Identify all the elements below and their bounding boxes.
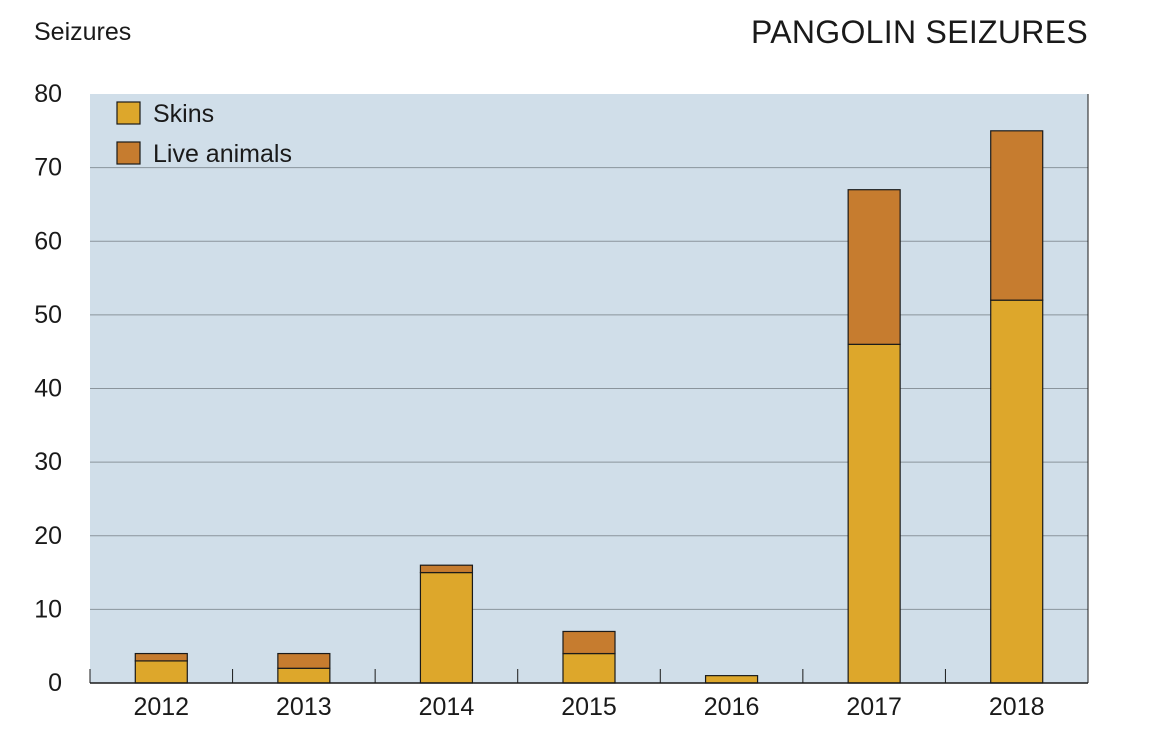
bar-skins-2015: [562, 652, 616, 684]
legend-swatch: [116, 141, 141, 165]
bar-live-animals-2013: [277, 652, 331, 669]
y-axis-label: Seizures: [34, 18, 132, 46]
y-tick-label: 10: [34, 595, 62, 623]
bar-live-animals-2014: [419, 564, 474, 574]
y-tick-label: 70: [34, 154, 62, 182]
bar-live-animals-2012: [134, 652, 188, 662]
y-tick-label: 20: [34, 522, 62, 550]
bar-skins-2012: [134, 660, 188, 684]
legend-swatch: [116, 101, 141, 125]
x-tick-label: 2016: [704, 693, 760, 721]
x-tick-label: 2018: [989, 693, 1045, 721]
x-tick-label: 2013: [276, 693, 332, 721]
x-tick-label: 2017: [846, 693, 902, 721]
legend: Skins Live animals: [116, 100, 292, 168]
x-tick-label: 2012: [133, 693, 189, 721]
bars: [134, 130, 1044, 684]
chart-title: PANGOLIN SEIZURES: [750, 14, 1088, 50]
bar-live-animals-2015: [562, 630, 616, 655]
y-tick-label: 0: [48, 669, 62, 697]
y-axis-ticks: 0 10 20 30 40 50 60 70 80: [34, 80, 62, 697]
bar-skins-2016: [704, 675, 759, 684]
y-tick-label: 40: [34, 375, 62, 403]
bar-live-animals-2018: [990, 130, 1044, 301]
y-tick-label: 60: [34, 227, 62, 255]
y-tick-label: 30: [34, 448, 62, 476]
bar-live-animals-2017: [847, 189, 901, 345]
bar-skins-2014: [419, 571, 474, 684]
bar-skins-2018: [990, 299, 1044, 684]
bar-skins-2017: [847, 343, 901, 684]
legend-label: Live animals: [153, 140, 292, 168]
x-axis: 2012 2013 2014 2015 2016 2017 2018: [89, 94, 1089, 721]
gridlines: [90, 167, 1088, 610]
x-tick-label: 2015: [561, 693, 617, 721]
legend-label: Skins: [153, 100, 214, 128]
y-tick-label: 80: [34, 80, 62, 108]
x-tick-label: 2014: [419, 693, 475, 721]
y-tick-label: 50: [34, 301, 62, 329]
bar-skins-2013: [277, 667, 331, 684]
